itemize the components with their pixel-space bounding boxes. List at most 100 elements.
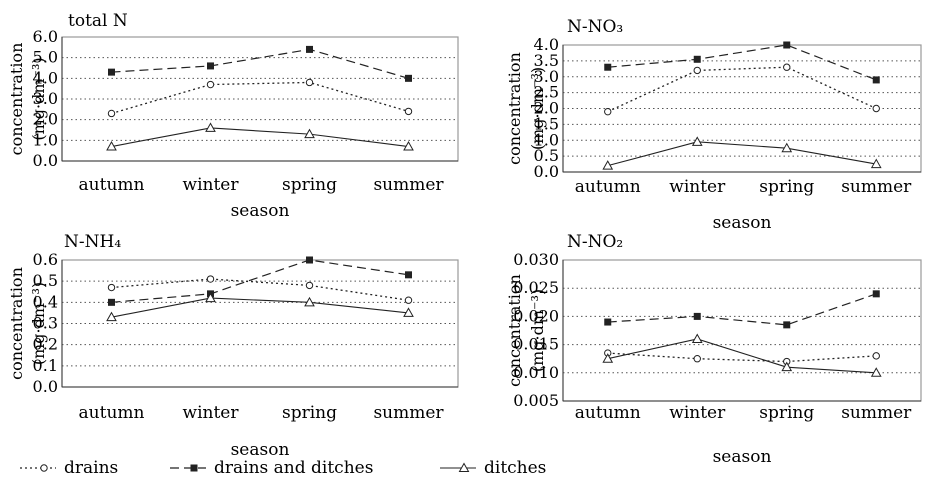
data-point-drains-and-ditches xyxy=(405,74,412,82)
x-tick-label: summer xyxy=(373,175,444,195)
data-point-drains-and-ditches xyxy=(405,271,412,279)
y-tick-label: 1.5 xyxy=(534,114,559,133)
data-point-drains xyxy=(693,66,701,75)
data-point-ditches xyxy=(205,122,216,132)
chart-panel-3: 0.0 0.1 0.2 0.3 0.4 0.5 0.6 autumn winter spring s… xyxy=(7,232,459,460)
x-tick-label: spring xyxy=(759,403,814,423)
data-point-ditches xyxy=(602,353,614,363)
x-axis-title: season xyxy=(231,201,290,221)
data-point-ditches xyxy=(304,128,315,139)
data-point-drains xyxy=(604,107,612,116)
series-line-drains-and-ditches xyxy=(607,44,877,81)
x-tick-label: winter xyxy=(183,403,240,423)
data-point-drains xyxy=(206,80,215,89)
data-point-drains xyxy=(206,275,215,283)
data-point-drains-and-ditches xyxy=(604,63,612,71)
y-tick-label: 0.1 xyxy=(33,356,58,375)
y-axis-title: concentration xyxy=(7,267,26,380)
data-point-drains-and-ditches xyxy=(306,256,313,264)
legend-marker xyxy=(458,462,470,472)
data-point-drains xyxy=(305,78,314,87)
y-tick-label: 0.2 xyxy=(33,335,58,354)
y-axis-title: concentration xyxy=(505,52,524,165)
series-line-drains-and-ditches xyxy=(111,48,409,79)
data-point-drains xyxy=(404,107,413,116)
y-tick-label: 0.6 xyxy=(33,250,58,269)
data-point-ditches xyxy=(691,333,703,343)
legend-label: drains xyxy=(64,458,118,478)
y-tick-label: 1.0 xyxy=(534,130,559,149)
data-point-drains xyxy=(693,355,701,363)
series-line-drains xyxy=(111,278,409,301)
data-point-ditches xyxy=(403,141,414,151)
x-tick-label: winter xyxy=(669,177,726,197)
y-axis-unit: (mg·dm⁻³) xyxy=(528,67,547,150)
data-point-ditches xyxy=(602,160,614,170)
y-tick-label: 0.0 xyxy=(33,377,58,396)
data-point-ditches xyxy=(304,296,315,307)
x-axis-title: season xyxy=(713,213,772,233)
y-tick-label: 2.5 xyxy=(534,83,559,102)
legend-label: ditches xyxy=(484,458,546,478)
y-tick-label: 0.010 xyxy=(513,363,559,382)
series-line-drains xyxy=(111,81,409,115)
series-line-ditches xyxy=(111,127,409,148)
series-line-ditches xyxy=(111,297,409,318)
y-tick-label: 4.0 xyxy=(534,35,559,54)
data-point-drains-and-ditches xyxy=(604,318,612,326)
panel-title: N-NH₄ xyxy=(64,232,121,252)
y-tick-label: 0.030 xyxy=(513,250,559,269)
data-point-drains xyxy=(872,104,880,113)
x-axis-title: season xyxy=(713,447,772,467)
y-tick-label: 0.5 xyxy=(534,146,559,165)
data-point-drains-and-ditches xyxy=(693,55,701,63)
x-tick-label: autumn xyxy=(575,403,641,423)
data-point-ditches xyxy=(691,136,703,146)
x-tick-label: autumn xyxy=(575,177,641,197)
data-point-drains-and-ditches xyxy=(872,290,880,298)
chart-panel-1: 0.0 1.02.0 3.0 4.05.0 6.0 autumn winter spring s… xyxy=(7,11,459,221)
data-point-drains-and-ditches xyxy=(207,62,214,70)
y-tick-label: 3.5 xyxy=(534,51,559,70)
y-tick-label: 5.0 xyxy=(33,48,58,67)
x-tick-label: summer xyxy=(841,403,912,423)
x-tick-label: summer xyxy=(373,403,444,423)
y-tick-label: 0.025 xyxy=(513,278,559,297)
y-tick-label: 2.0 xyxy=(33,110,58,129)
legend: drains drains and ditches ditches xyxy=(20,458,546,478)
data-point-drains-and-ditches xyxy=(783,321,791,329)
chart-panel-2: 0.00.51.01.52.02.53.03.54.0 autumn winter s… xyxy=(505,17,922,233)
data-point-ditches xyxy=(781,361,793,372)
plot-frame xyxy=(562,44,922,173)
panel-title: N-NO₃ xyxy=(567,17,623,37)
y-tick-label: 0.0 xyxy=(534,162,559,181)
y-tick-label: 4.0 xyxy=(33,68,58,87)
series-line-ditches xyxy=(607,338,877,374)
data-point-ditches xyxy=(106,311,117,322)
y-tick-label: 0.005 xyxy=(513,391,559,410)
y-tick-label: 0.5 xyxy=(33,271,58,290)
data-point-drains xyxy=(305,281,314,290)
panel-title: N-NO₂ xyxy=(567,232,623,252)
x-tick-label: autumn xyxy=(79,175,145,195)
data-point-drains-and-ditches xyxy=(783,41,791,49)
x-tick-label: winter xyxy=(669,403,726,423)
y-tick-label: 0.015 xyxy=(513,335,559,354)
data-point-drains xyxy=(107,283,116,292)
y-tick-label: 3.0 xyxy=(33,89,58,108)
x-tick-label: spring xyxy=(282,175,337,195)
data-point-drains-and-ditches xyxy=(693,312,701,320)
y-axis-unit: (mg·dm⁻³) xyxy=(29,57,48,140)
y-tick-label: 0.0 xyxy=(33,151,58,170)
data-point-ditches xyxy=(205,292,216,303)
legend-label: drains and ditches xyxy=(214,458,373,478)
series-line-drains-and-ditches xyxy=(111,259,409,303)
data-point-drains xyxy=(404,296,413,304)
x-tick-label: autumn xyxy=(79,403,145,423)
data-point-ditches xyxy=(870,158,882,169)
data-point-ditches xyxy=(870,367,882,377)
data-point-drains xyxy=(783,63,791,71)
data-point-ditches xyxy=(781,142,793,153)
data-point-ditches xyxy=(403,307,414,317)
